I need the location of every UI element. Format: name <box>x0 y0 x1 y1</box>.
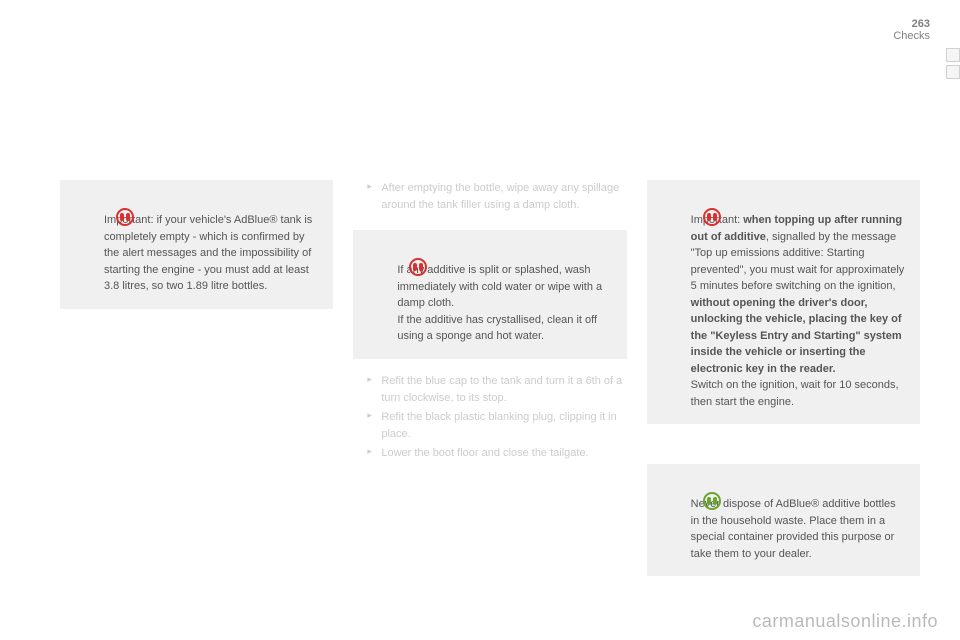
warning-box-empty-tank: Important: if your vehicle's AdBlue® tan… <box>60 180 333 309</box>
text-bold: without opening the driver's door, unloc… <box>691 297 902 375</box>
eco-text: Never dispose of AdBlue® additive bottle… <box>691 498 896 560</box>
caution-line: If the additive has crystallised, clean … <box>397 312 612 345</box>
instruction-item: Refit the blue cap to the tank and turn … <box>367 373 626 407</box>
instruction-item: Refit the black plastic blanking plug, c… <box>367 409 626 443</box>
warning-paragraph: Important: when topping up after running… <box>691 212 906 377</box>
instruction-item: Lower the boot floor and close the tailg… <box>367 445 626 462</box>
tab-marker <box>946 48 960 62</box>
content-columns: Important: if your vehicle's AdBlue® tan… <box>60 180 920 576</box>
warning-paragraph: Switch on the ignition, wait for 10 seco… <box>691 377 906 410</box>
side-tabs <box>946 48 960 82</box>
caution-box-spillage: If any additive is split or splashed, wa… <box>353 230 626 359</box>
caution-line: If any additive is split or splashed, wa… <box>397 262 612 312</box>
column-left: Important: if your vehicle's AdBlue® tan… <box>60 180 333 576</box>
instruction-list-bottom: Refit the blue cap to the tank and turn … <box>353 373 626 464</box>
page-number: 263 <box>893 18 930 30</box>
tab-marker <box>946 65 960 79</box>
column-middle: After emptying the bottle, wipe away any… <box>353 180 626 576</box>
warning-icon <box>703 208 721 226</box>
section-title: Checks <box>893 30 930 42</box>
eco-icon <box>703 492 721 510</box>
instruction-list-top: After emptying the bottle, wipe away any… <box>353 180 626 216</box>
warning-icon <box>116 208 134 226</box>
warning-box-topping-up: Important: when topping up after running… <box>647 180 920 424</box>
eco-box-disposal: Never dispose of AdBlue® additive bottle… <box>647 464 920 576</box>
warning-text: Important: if your vehicle's AdBlue® tan… <box>104 214 312 292</box>
watermark: carmanualsonline.info <box>752 611 938 632</box>
instruction-item: After emptying the bottle, wipe away any… <box>367 180 626 214</box>
column-right: Important: when topping up after running… <box>647 180 920 576</box>
page-header: 263 Checks <box>893 18 930 42</box>
